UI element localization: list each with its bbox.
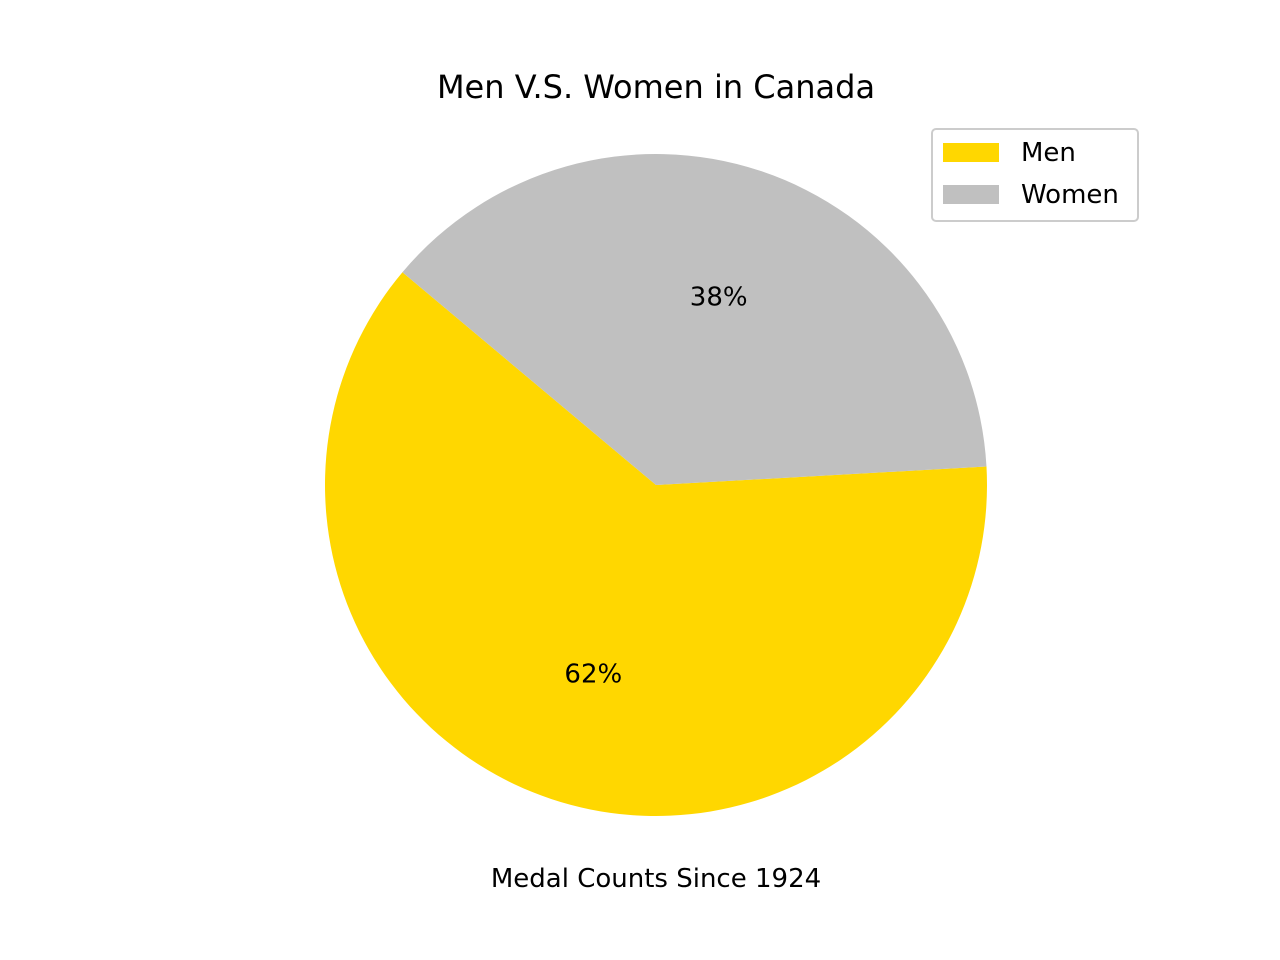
legend-swatch-women <box>943 185 999 204</box>
pie-percent-label-women: 38% <box>690 283 748 313</box>
legend-label-women: Women <box>1021 180 1119 210</box>
legend: Men Women <box>931 128 1139 222</box>
legend-items: Men Women <box>943 138 1119 210</box>
pie-slices <box>324 154 987 816</box>
legend-swatch-men <box>943 143 999 162</box>
chart-title: Men V.S. Women in Canada <box>437 68 875 106</box>
pie-percent-labels: 62% 38% <box>564 283 747 690</box>
legend-label-men: Men <box>1021 138 1076 168</box>
x-axis-label: Medal Counts Since 1924 <box>491 864 821 894</box>
pie-slice-men <box>324 272 987 816</box>
pie-percent-label-men: 62% <box>564 659 622 689</box>
pie-slice-women <box>402 154 987 485</box>
